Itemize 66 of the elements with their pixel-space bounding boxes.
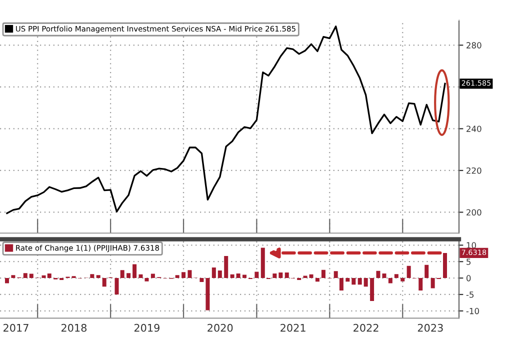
bar xyxy=(272,273,277,278)
bar xyxy=(260,248,265,278)
bar xyxy=(90,274,94,278)
bar xyxy=(96,275,100,278)
bar xyxy=(224,256,228,278)
bar xyxy=(150,274,155,278)
bar xyxy=(334,271,338,278)
x-tick-label: 2017 xyxy=(4,324,28,332)
bar xyxy=(218,270,222,278)
bar xyxy=(309,274,314,278)
bar xyxy=(418,278,423,291)
y-tick-label: 0 xyxy=(466,275,471,282)
bar xyxy=(102,278,106,287)
y-tick-label: -5 xyxy=(466,292,474,298)
bar xyxy=(382,273,386,278)
y-tick-label: 240 xyxy=(466,126,482,132)
bar xyxy=(315,278,320,282)
bar xyxy=(138,274,143,278)
y-tick-label: -10 xyxy=(466,308,479,314)
line-series xyxy=(6,26,446,214)
bar xyxy=(284,272,289,278)
bar xyxy=(376,270,380,278)
bar xyxy=(144,278,149,282)
bar xyxy=(23,273,28,278)
bar xyxy=(254,272,259,278)
y-tick-label: 220 xyxy=(466,167,482,174)
bar xyxy=(358,278,362,285)
x-tick-label: 2020 xyxy=(208,324,233,332)
bar xyxy=(339,278,344,291)
bar xyxy=(394,274,398,278)
y-tick-label: 200 xyxy=(466,209,482,216)
bar xyxy=(443,252,448,278)
bar xyxy=(370,278,374,302)
bar xyxy=(132,264,137,278)
bar xyxy=(321,270,326,278)
x-tick-label: 2023 xyxy=(418,324,443,332)
bar xyxy=(430,278,435,288)
bar xyxy=(188,270,192,278)
bar xyxy=(236,273,240,278)
bar xyxy=(175,275,180,278)
y-tick-label: 5 xyxy=(466,258,471,265)
bar xyxy=(424,264,429,278)
bar xyxy=(182,272,186,278)
x-tick-label: 2018 xyxy=(61,324,87,332)
bar xyxy=(400,278,405,282)
y-tick-label: 280 xyxy=(466,42,482,48)
bar xyxy=(11,275,16,278)
bar xyxy=(406,266,411,278)
bar xyxy=(278,272,283,278)
bar xyxy=(346,278,350,282)
bar xyxy=(303,276,308,278)
bar xyxy=(5,278,9,284)
bar xyxy=(29,274,34,278)
x-tick-label: 2021 xyxy=(280,324,306,332)
bar xyxy=(242,274,246,278)
bar xyxy=(352,278,356,285)
bar xyxy=(126,273,131,278)
bar xyxy=(206,278,210,310)
x-tick-label: 2022 xyxy=(354,324,378,332)
bar xyxy=(200,278,204,282)
x-tick-label: 2019 xyxy=(134,324,160,332)
bar xyxy=(212,268,216,278)
bar xyxy=(120,270,124,278)
bar xyxy=(388,278,392,284)
bar xyxy=(230,274,234,278)
bar xyxy=(364,278,368,287)
